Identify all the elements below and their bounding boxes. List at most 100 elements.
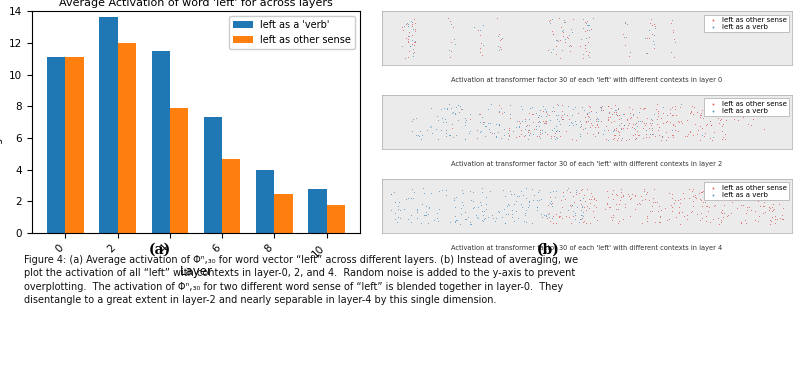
left as other sense bbox=[611, 112, 624, 118]
left as a verb bbox=[475, 185, 488, 191]
left as other sense bbox=[540, 120, 553, 125]
left as other sense bbox=[625, 114, 638, 120]
left as other sense bbox=[654, 137, 667, 143]
left as a verb bbox=[474, 119, 487, 125]
left as other sense bbox=[599, 206, 612, 212]
left as other sense bbox=[753, 203, 766, 209]
left as a verb bbox=[480, 201, 493, 206]
left as other sense bbox=[402, 36, 414, 42]
left as a verb bbox=[560, 187, 573, 193]
left as a verb bbox=[519, 126, 532, 132]
left as a verb bbox=[477, 22, 490, 28]
left as other sense bbox=[673, 204, 686, 210]
left as other sense bbox=[402, 38, 414, 44]
left as a verb bbox=[519, 132, 532, 138]
left as a verb bbox=[474, 129, 486, 135]
left as a verb bbox=[618, 20, 631, 26]
left as other sense bbox=[626, 132, 639, 138]
left as other sense bbox=[399, 36, 412, 41]
left as other sense bbox=[642, 198, 655, 204]
left as a verb bbox=[448, 110, 461, 115]
left as a verb bbox=[389, 210, 402, 216]
left as other sense bbox=[575, 201, 588, 207]
left as other sense bbox=[579, 119, 592, 125]
left as other sense bbox=[662, 134, 674, 140]
left as other sense bbox=[596, 103, 609, 109]
left as a verb bbox=[668, 39, 681, 45]
left as a verb bbox=[556, 192, 569, 198]
left as other sense bbox=[603, 204, 616, 210]
left as other sense bbox=[752, 218, 765, 224]
left as other sense bbox=[602, 114, 614, 120]
left as other sense bbox=[590, 121, 603, 127]
left as other sense bbox=[632, 132, 645, 138]
left as other sense bbox=[749, 216, 762, 222]
left as other sense bbox=[495, 110, 508, 116]
left as a verb bbox=[506, 213, 518, 219]
left as other sense bbox=[549, 131, 562, 137]
left as a verb bbox=[497, 126, 510, 132]
left as a verb bbox=[610, 111, 623, 117]
left as a verb bbox=[482, 120, 494, 126]
left as other sense bbox=[581, 111, 594, 117]
left as other sense bbox=[626, 121, 639, 127]
left as other sense bbox=[629, 192, 642, 198]
left as a verb bbox=[566, 106, 579, 112]
left as other sense bbox=[526, 119, 539, 125]
left as other sense bbox=[732, 192, 745, 198]
left as other sense bbox=[618, 201, 631, 207]
left as a verb bbox=[591, 116, 604, 122]
left as other sense bbox=[606, 136, 619, 142]
left as other sense bbox=[703, 118, 716, 124]
left as other sense bbox=[602, 127, 615, 133]
left as other sense bbox=[776, 205, 789, 211]
left as a verb bbox=[529, 126, 542, 132]
left as other sense bbox=[638, 188, 650, 194]
left as a verb bbox=[628, 125, 641, 131]
left as other sense bbox=[646, 195, 659, 201]
left as other sense bbox=[675, 209, 688, 215]
left as other sense bbox=[772, 189, 785, 195]
left as a verb bbox=[385, 191, 398, 197]
left as a verb bbox=[458, 122, 471, 128]
left as other sense bbox=[617, 31, 630, 37]
left as a verb bbox=[447, 197, 460, 203]
left as other sense bbox=[653, 219, 666, 225]
left as other sense bbox=[639, 122, 652, 128]
left as other sense bbox=[526, 111, 539, 117]
left as other sense bbox=[654, 207, 667, 213]
left as other sense bbox=[630, 135, 642, 141]
left as a verb bbox=[646, 121, 658, 127]
left as other sense bbox=[607, 118, 620, 124]
left as a verb bbox=[594, 105, 607, 111]
left as other sense bbox=[399, 55, 412, 61]
left as a verb bbox=[410, 215, 423, 221]
left as other sense bbox=[630, 135, 642, 141]
left as a verb bbox=[612, 105, 625, 111]
left as other sense bbox=[601, 188, 614, 194]
left as a verb bbox=[541, 111, 554, 117]
left as other sense bbox=[550, 211, 563, 217]
left as a verb bbox=[577, 195, 590, 201]
left as a verb bbox=[450, 104, 462, 110]
left as other sense bbox=[589, 124, 602, 130]
left as a verb bbox=[629, 136, 642, 142]
left as other sense bbox=[711, 185, 724, 191]
left as other sense bbox=[701, 203, 714, 209]
left as other sense bbox=[565, 221, 578, 226]
left as other sense bbox=[657, 110, 670, 116]
left as other sense bbox=[686, 208, 698, 213]
left as a verb bbox=[477, 42, 490, 48]
left as other sense bbox=[555, 112, 568, 118]
left as a verb bbox=[405, 219, 418, 225]
left as other sense bbox=[551, 38, 564, 44]
left as other sense bbox=[758, 204, 770, 209]
left as other sense bbox=[588, 202, 601, 208]
left as a verb bbox=[575, 36, 588, 42]
left as other sense bbox=[666, 132, 679, 138]
left as a verb bbox=[657, 104, 670, 110]
left as a verb bbox=[552, 118, 565, 124]
left as other sense bbox=[776, 216, 789, 222]
left as a verb bbox=[570, 188, 582, 194]
left as a verb bbox=[534, 107, 546, 112]
